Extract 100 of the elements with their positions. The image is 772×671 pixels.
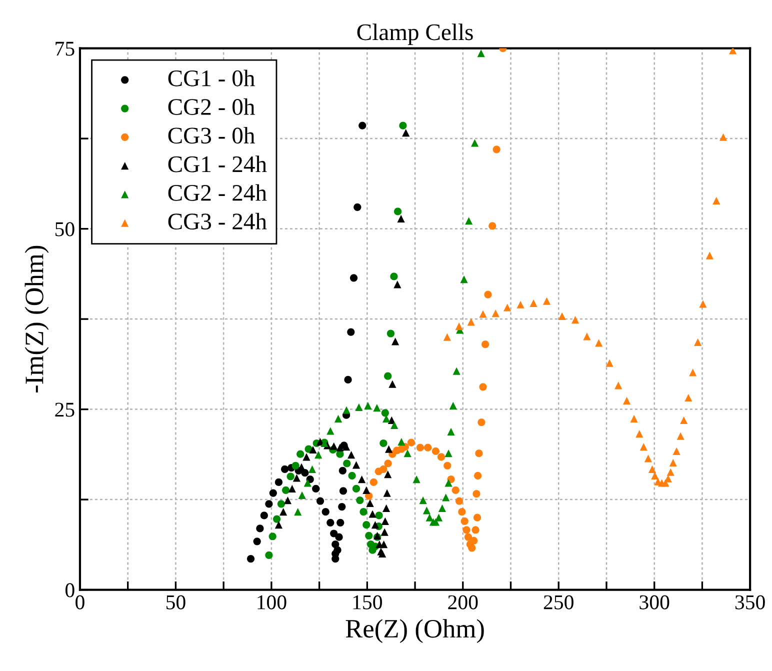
point bbox=[516, 300, 524, 308]
point bbox=[479, 383, 487, 391]
point bbox=[268, 532, 276, 540]
point bbox=[416, 444, 424, 452]
point bbox=[366, 499, 374, 507]
point bbox=[689, 368, 697, 376]
point bbox=[437, 453, 446, 461]
point bbox=[530, 299, 538, 307]
point bbox=[398, 438, 406, 446]
point bbox=[274, 521, 283, 529]
legend-label: CG1 - 24h bbox=[168, 156, 267, 172]
point bbox=[298, 491, 306, 500]
point bbox=[362, 486, 370, 494]
point bbox=[479, 310, 487, 318]
point bbox=[332, 540, 340, 548]
point bbox=[474, 472, 482, 480]
point bbox=[371, 521, 380, 529]
point bbox=[260, 512, 268, 520]
point bbox=[444, 479, 452, 487]
point bbox=[392, 338, 400, 346]
point bbox=[277, 500, 286, 508]
point bbox=[595, 339, 603, 347]
x-tick-label: 100 bbox=[258, 595, 286, 610]
point bbox=[330, 530, 338, 538]
x-tick-label: 200 bbox=[448, 595, 478, 610]
point bbox=[384, 372, 392, 380]
point bbox=[699, 300, 707, 308]
point bbox=[606, 359, 614, 367]
point bbox=[322, 508, 330, 516]
point bbox=[326, 518, 334, 526]
point bbox=[729, 48, 737, 54]
y-tick-label: 50 bbox=[55, 222, 74, 236]
point bbox=[284, 496, 292, 504]
point bbox=[373, 404, 381, 412]
point bbox=[336, 518, 344, 526]
legend-label: CG2 - 24h bbox=[168, 184, 267, 201]
point bbox=[338, 502, 346, 511]
point bbox=[370, 478, 378, 486]
point bbox=[452, 486, 460, 494]
point bbox=[294, 508, 302, 516]
point bbox=[355, 403, 363, 411]
point bbox=[280, 508, 288, 516]
point bbox=[484, 290, 492, 298]
point bbox=[256, 524, 264, 532]
point bbox=[481, 340, 490, 348]
point bbox=[316, 497, 324, 505]
point bbox=[343, 460, 351, 468]
point bbox=[706, 252, 714, 260]
point bbox=[334, 414, 342, 422]
point bbox=[362, 521, 370, 529]
point bbox=[352, 461, 360, 469]
point bbox=[432, 447, 440, 455]
point bbox=[339, 487, 348, 495]
point bbox=[492, 146, 500, 154]
point bbox=[422, 506, 431, 514]
point bbox=[302, 453, 310, 461]
point bbox=[622, 396, 631, 404]
point bbox=[364, 402, 372, 410]
point bbox=[475, 450, 483, 458]
point bbox=[253, 538, 261, 546]
legend-label: CG1 - 0h bbox=[168, 70, 255, 86]
x-tick-label: 350 bbox=[735, 595, 765, 610]
point bbox=[338, 466, 346, 474]
point bbox=[477, 50, 485, 58]
point bbox=[384, 470, 392, 478]
point bbox=[308, 465, 316, 474]
point bbox=[470, 139, 479, 147]
point bbox=[360, 508, 368, 516]
point bbox=[442, 494, 450, 502]
point bbox=[326, 427, 334, 435]
point bbox=[444, 450, 452, 458]
point bbox=[312, 484, 320, 493]
point bbox=[380, 540, 388, 548]
point bbox=[666, 468, 674, 476]
point bbox=[648, 465, 656, 474]
point bbox=[286, 472, 294, 480]
point bbox=[304, 479, 312, 487]
point bbox=[348, 472, 356, 480]
point bbox=[378, 550, 386, 558]
point bbox=[412, 476, 420, 484]
point bbox=[488, 222, 496, 230]
point bbox=[265, 551, 273, 559]
point bbox=[473, 514, 482, 522]
point bbox=[335, 533, 343, 541]
point bbox=[444, 462, 452, 470]
x-tick-label: 50 bbox=[166, 595, 186, 610]
point bbox=[402, 128, 410, 137]
point bbox=[419, 496, 427, 504]
point bbox=[394, 208, 402, 216]
point bbox=[386, 330, 395, 338]
chart-title: Clamp Cells bbox=[357, 24, 473, 46]
legend-label: CG3 - 0h bbox=[168, 126, 255, 144]
y-tick-label: 25 bbox=[55, 402, 74, 417]
point bbox=[583, 332, 591, 340]
point bbox=[684, 394, 692, 402]
point bbox=[354, 203, 362, 211]
x-tick-label: 150 bbox=[353, 595, 382, 610]
point bbox=[669, 458, 677, 467]
point bbox=[394, 280, 402, 288]
point bbox=[492, 309, 500, 318]
